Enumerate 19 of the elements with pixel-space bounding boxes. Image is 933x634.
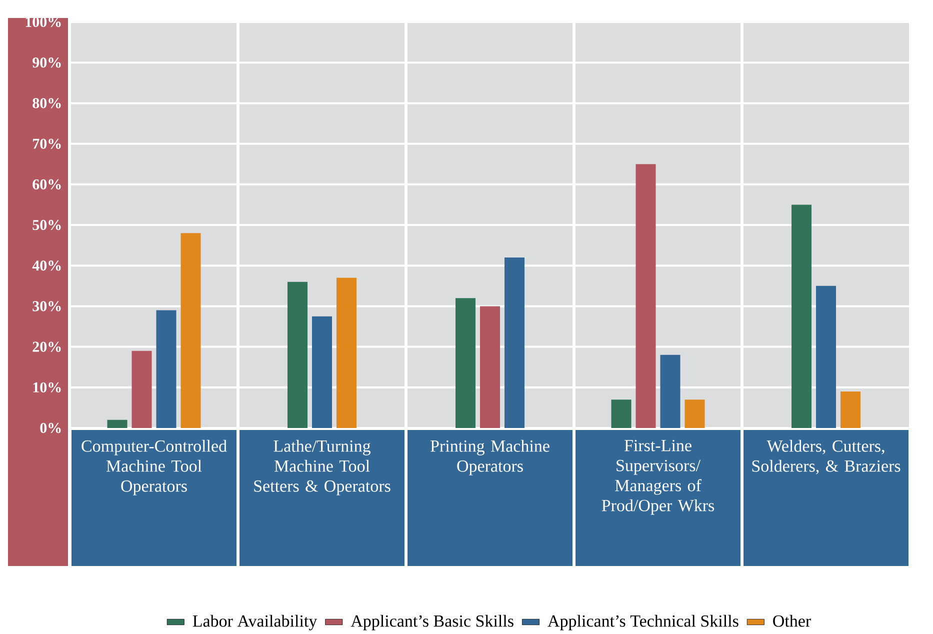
x-tick-label: Computer-Controlled Machine Tool Operators	[82, 440, 227, 496]
y-tick-label: 40%	[32, 260, 61, 271]
y-tick-label: 60%	[32, 179, 61, 190]
y-tick-label: 50%	[32, 220, 61, 230]
legend-label: Other	[773, 614, 811, 627]
legend-label: Labor Availability	[192, 614, 318, 630]
x-tick-label: Lathe/Turning Machine Tool Setters & Operators	[254, 440, 390, 496]
legend-label: Applicant’s Technical Skills	[548, 614, 738, 630]
y-tick-label: 0%	[40, 422, 61, 434]
y-tick-label: 30%	[32, 301, 61, 312]
y-tick-label: 80%	[32, 98, 61, 108]
legend-label: Applicant’s Basic Skills	[350, 614, 514, 630]
y-tick-label: 10%	[33, 382, 61, 392]
y-tick-label: 90%	[32, 58, 61, 68]
y-tick-label: 70%	[32, 138, 61, 149]
y-tick-label: 20%	[32, 342, 61, 352]
x-tick-label: Printing Machine Operators	[430, 440, 550, 476]
x-tick-label: Welders, Cutters, Solderers, & Braziers	[752, 440, 900, 474]
x-tick-label: First-Line Supervisors/ Managers of Prod/Oper Wkrs	[602, 440, 714, 515]
